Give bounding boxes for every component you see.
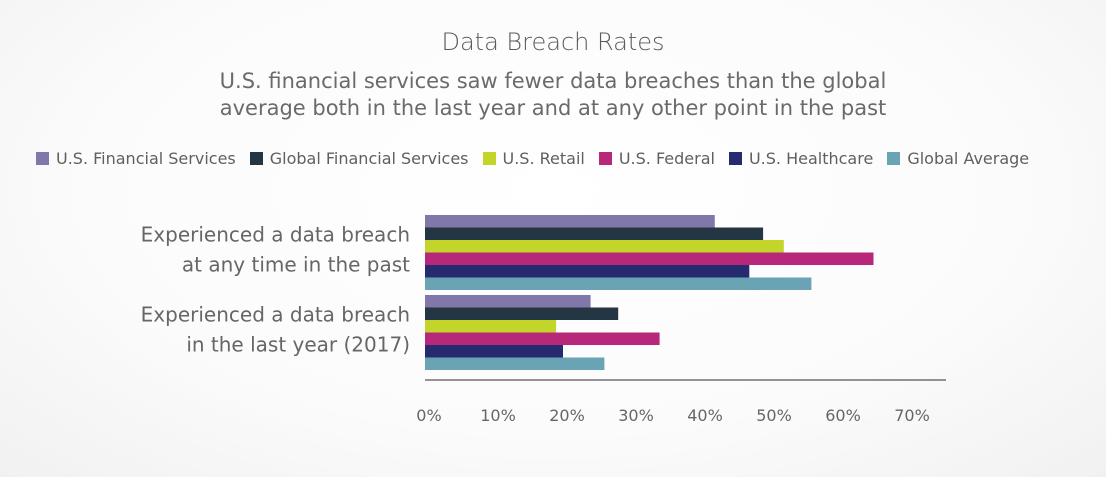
- bar: [425, 332, 660, 345]
- legend-item: U.S. Healthcare: [728, 149, 874, 168]
- legend-label: Global Average: [907, 149, 1030, 168]
- chart-legend: U.S. Financial Services Global Financial …: [36, 149, 1086, 168]
- bar: [425, 240, 784, 253]
- x-tick-label: 0%: [416, 406, 441, 425]
- subtitle-line-1: U.S. financial services saw fewer data b…: [219, 69, 887, 93]
- legend-label: U.S. Retail: [502, 149, 585, 168]
- bar: [425, 295, 591, 308]
- legend-item: Global Financial Services: [249, 149, 469, 168]
- legend-swatch: [36, 152, 49, 165]
- x-tick-label: 10%: [480, 406, 516, 425]
- legend-swatch: [887, 152, 901, 165]
- bar: [425, 277, 812, 290]
- x-tick-label: 30%: [618, 406, 654, 425]
- legend-label: Global Financial Services: [269, 149, 469, 168]
- category-label: Experienced a data breach: [141, 303, 410, 327]
- legend-swatch: [482, 152, 496, 165]
- bar: [425, 357, 605, 370]
- x-tick-label: 70%: [894, 406, 930, 425]
- legend-item: U.S. Retail: [482, 149, 585, 168]
- bar: [425, 252, 874, 265]
- legend-swatch: [728, 152, 742, 165]
- legend-item: U.S. Federal: [598, 149, 715, 168]
- x-tick-label: 60%: [825, 406, 861, 425]
- legend-item: U.S. Financial Services: [36, 149, 236, 168]
- bar: [425, 227, 764, 240]
- legend-item: Global Average: [887, 149, 1029, 168]
- bar: [425, 320, 557, 333]
- legend-swatch: [598, 152, 612, 165]
- x-tick-label: 40%: [687, 406, 723, 425]
- legend-label: U.S. Financial Services: [56, 149, 236, 168]
- subtitle-line-2: average both in the last year and at any…: [219, 96, 887, 120]
- chart-title: Data Breach Rates: [441, 28, 665, 56]
- category-label: at any time in the past: [182, 253, 410, 277]
- category-label: Experienced a data breach: [141, 223, 410, 247]
- x-tick-label: 50%: [756, 406, 792, 425]
- bar: [425, 307, 619, 320]
- category-label: in the last year (2017): [186, 333, 410, 357]
- bar: [425, 345, 563, 358]
- legend-swatch: [249, 152, 263, 165]
- legend-label: U.S. Healthcare: [748, 149, 874, 168]
- x-tick-label: 20%: [549, 406, 585, 425]
- legend-label: U.S. Federal: [618, 149, 715, 168]
- bar: [425, 265, 750, 278]
- chart-subtitle: U.S. financial services saw fewer data b…: [0, 68, 1106, 122]
- bar: [425, 215, 715, 228]
